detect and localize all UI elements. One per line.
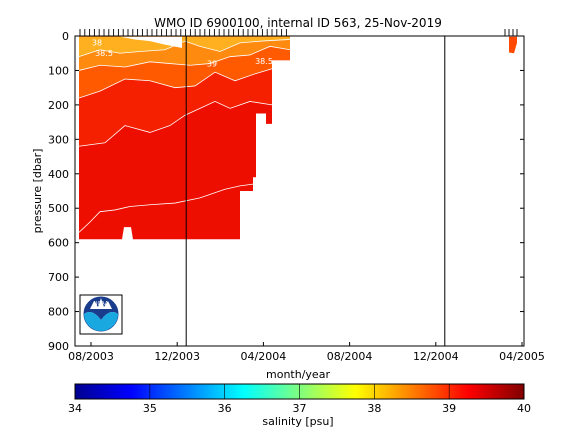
contour-lines	[78, 39, 291, 233]
colorbar-tick-label: 37	[293, 402, 307, 415]
x-axis: 08/2003 12/2003 04/2004 08/2004 12/2004 04/20…	[68, 342, 545, 363]
x-tick-label: 08/2003	[68, 350, 114, 363]
y-tick-label: 300	[48, 133, 69, 146]
colorbar-tick-label: 35	[143, 402, 157, 415]
colorbar-label: salinity [psu]	[262, 415, 333, 428]
colorbar-tick-label: 39	[442, 402, 456, 415]
colorbar-tick-label: 40	[517, 402, 531, 415]
contour-line	[78, 183, 254, 233]
noaa-logo: NOAA	[79, 294, 123, 335]
colorbar-tick-label: 34	[68, 402, 82, 415]
contour-label: 38.5	[95, 49, 113, 58]
x-tick-label: 12/2003	[154, 350, 200, 363]
y-tick-label: 0	[62, 30, 69, 43]
year-lines	[185, 36, 446, 346]
y-tick-label: 100	[48, 64, 69, 77]
contour-line	[78, 101, 273, 147]
colorbar: 34 35 36 37 38 39 40 salinity [psu]	[68, 383, 531, 428]
y-tick-label: 500	[48, 202, 69, 215]
svg-text:NOAA: NOAA	[94, 301, 109, 307]
y-axis-label: pressure [dbar]	[31, 149, 44, 234]
x-tick-label: 04/2005	[499, 350, 545, 363]
salinity-band	[79, 36, 290, 57]
y-tick-label: 700	[48, 271, 69, 284]
chart-title: WMO ID 6900100, internal ID 563, 25-Nov-…	[154, 16, 442, 30]
contour-label: 38	[92, 39, 102, 48]
salinity-field	[79, 36, 517, 240]
contour-label: 39	[207, 59, 217, 68]
y-tick-label: 400	[48, 168, 69, 181]
y-axis: 0 100 200 300 400 500 600 700 800 900	[48, 30, 524, 353]
colorbar-tick-label: 38	[367, 402, 381, 415]
contour-line	[78, 39, 291, 58]
colorbar-tick-label: 36	[218, 402, 232, 415]
plot-frame	[74, 35, 525, 347]
y-tick-label: 800	[48, 306, 69, 319]
y-tick-label: 600	[48, 237, 69, 250]
profile-ticks	[79, 29, 518, 36]
colorbar-ticks: 34 35 36 37 38 39 40	[68, 384, 531, 415]
x-tick-label: 12/2004	[413, 350, 459, 363]
x-axis-label: month/year	[266, 368, 330, 381]
x-tick-label: 04/2004	[241, 350, 287, 363]
salinity-late-profile	[509, 36, 517, 54]
missing-data-patch	[120, 36, 182, 49]
y-tick-label: 200	[48, 99, 69, 112]
y-tick-label: 900	[48, 340, 69, 353]
contour-label: 38.5	[255, 57, 273, 66]
contour-line	[78, 68, 273, 99]
contour-line	[78, 45, 291, 71]
x-tick-label: 08/2004	[327, 350, 373, 363]
